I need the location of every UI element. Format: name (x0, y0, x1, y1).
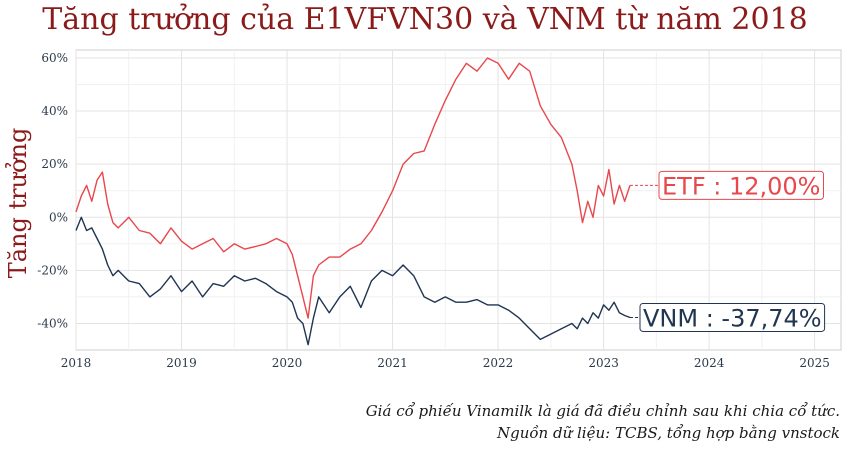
end-label-etf: ETF : 12,00% (658, 170, 824, 200)
grid (75, 50, 841, 350)
x-axis-ticks: 2018 2019 2020 2021 2022 2023 2024 2025 (61, 356, 830, 370)
y-tick-label: -40% (37, 316, 68, 330)
end-label-text: VNM : -37,74% (643, 304, 822, 332)
end-label-vnm: VNM : -37,74% (639, 302, 826, 332)
x-tick-label: 2025 (799, 356, 830, 370)
caption-source: Nguồn dữ liệu: TCBS, tổng hợp bằng vnsto… (496, 424, 840, 442)
y-tick-label: 0% (49, 210, 68, 224)
x-tick-label: 2019 (166, 356, 197, 370)
x-tick-label: 2021 (377, 356, 408, 370)
series-end-labels: ETF : 12,00% VNM : -37,74% (629, 170, 826, 332)
y-tick-label: 60% (41, 51, 68, 65)
x-tick-label: 2023 (588, 356, 619, 370)
x-tick-label: 2022 (483, 356, 514, 370)
x-tick-label: 2018 (61, 356, 92, 370)
end-label-box (658, 170, 824, 200)
x-tick-label: 2024 (694, 356, 725, 370)
x-tick-label: 2020 (272, 356, 303, 370)
plot-area (75, 49, 842, 351)
series-line-vnm (75, 216, 631, 346)
series-lines (75, 57, 631, 346)
y-tick-label: 40% (41, 104, 68, 118)
y-axis-label: Tăng trưởng (4, 128, 32, 279)
series-line-etf (75, 57, 631, 319)
y-axis-ticks: 60% 40% 20% 0% -20% -40% (37, 51, 68, 330)
y-tick-label: 20% (41, 157, 68, 171)
end-label-text: ETF : 12,00% (662, 172, 820, 200)
chart-title: Tăng trưởng của E1VFVN30 và VNM từ năm 2… (42, 2, 808, 37)
caption-note: Giá cổ phiếu Vinamilk là giá đã điều chỉ… (365, 402, 840, 420)
y-tick-label: -20% (37, 263, 68, 277)
end-label-box (639, 302, 826, 332)
